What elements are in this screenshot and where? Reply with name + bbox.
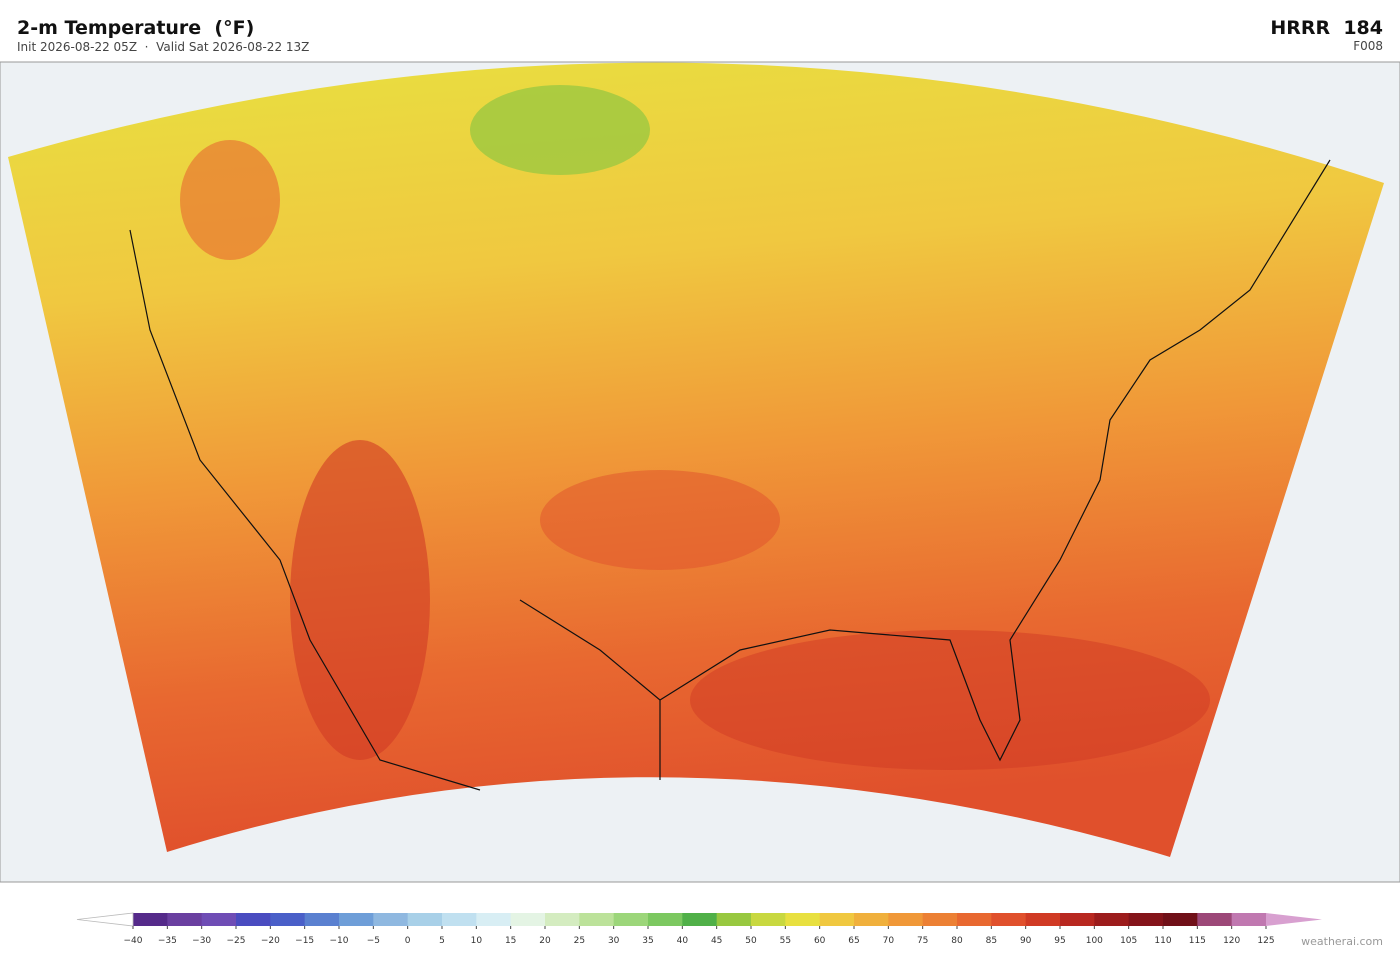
colorbar-tick-label: −10 (330, 936, 349, 946)
colorbar-segment (510, 913, 546, 926)
colorbar-segment (373, 913, 409, 926)
colorbar-segment (922, 913, 958, 926)
colorbar-extension-low (76, 912, 134, 927)
colorbar-tick-label: −5 (367, 936, 380, 946)
colorbar-tick-label: 20 (539, 936, 551, 946)
colorbar-segment (682, 913, 718, 926)
colorbar-tick-label: 75 (917, 936, 928, 946)
colorbar-segment (339, 913, 374, 926)
colorbar-tick-label: 70 (883, 936, 895, 946)
colorbar-tick-label: 5 (439, 936, 445, 946)
hot-region (540, 470, 780, 570)
forecast-hour: F008 (1353, 39, 1383, 53)
colorbar-tick-label: 10 (471, 936, 483, 946)
colorbar-segment (716, 913, 752, 926)
colorbar-tick-label: 40 (677, 936, 689, 946)
colorbar-tick-label: 50 (745, 936, 757, 946)
colorbar-tick-label: 85 (986, 936, 997, 946)
colorbar-segment (1025, 913, 1061, 926)
colorbar-tick-label: 45 (711, 936, 722, 946)
colorbar-tick-label: 25 (574, 936, 585, 946)
colorbar-tick-label: 95 (1054, 936, 1065, 946)
colorbar-tick-label: 35 (642, 936, 653, 946)
colorbar-segment (236, 913, 271, 926)
colorbar-segment (751, 913, 786, 926)
colorbar-segment (1060, 913, 1095, 926)
gulf-region (690, 630, 1210, 770)
colorbar-tick-label: 15 (505, 936, 516, 946)
colorbar-segment (785, 913, 821, 926)
colorbar-tick-label: 120 (1223, 936, 1240, 946)
colorbar-tick-label: −15 (295, 936, 314, 946)
colorbar-segment (201, 913, 237, 926)
subtitle: Init 2026-08-22 05Z · Valid Sat 2026-08-… (17, 40, 309, 54)
colorbar-segment (304, 913, 340, 926)
colorbar-tick-label: 0 (405, 936, 411, 946)
colorbar-segment (991, 913, 1027, 926)
coastline (129, 159, 1331, 791)
colorbar-tick-label: 30 (608, 936, 620, 946)
colorbar-segment (1163, 913, 1198, 926)
colorbar-segment (167, 913, 203, 926)
colorbar-tick-label: 65 (848, 936, 859, 946)
colorbar-tick-label: −40 (124, 936, 143, 946)
colorbar-segment (270, 913, 306, 926)
colorbar-segment (1128, 913, 1164, 926)
colorbar-extension-high (1266, 913, 1322, 926)
colorbar-tick-label: −25 (227, 936, 246, 946)
colorbar-segment (888, 913, 924, 926)
colorbar-segment (133, 913, 168, 926)
colorbar-tick-label: 80 (951, 936, 963, 946)
colorbar-tick-label: 100 (1086, 936, 1103, 946)
colorbar-segment (442, 913, 477, 926)
map (0, 61, 1400, 883)
colorbar-tick-label: 55 (780, 936, 791, 946)
cool-region (470, 85, 650, 175)
watermark: weatherai.com (1301, 935, 1383, 948)
colorbar-segment (819, 913, 855, 926)
colorbar-tick-label: −35 (158, 936, 177, 946)
title: 2-m Temperature (°F) (17, 17, 254, 39)
colorbar-segment (1197, 913, 1233, 926)
colorbar-tick-label: 60 (814, 936, 826, 946)
colorbar-segment (545, 913, 580, 926)
colorbar: −40 −35 −30 −25 −20 −15 −10 −5 0 5 10 15 20 25 30 35 40 4… (76, 912, 1322, 946)
colorbar-tick-label: 90 (1020, 936, 1032, 946)
colorbar-tick-label: −20 (261, 936, 280, 946)
warm-region (180, 140, 280, 260)
colorbar-tick-label: 125 (1257, 936, 1274, 946)
colorbar-segment (579, 913, 615, 926)
colorbar-segment (648, 913, 683, 926)
colorbar-tick-label: 115 (1189, 936, 1206, 946)
colorbar-segment (1094, 913, 1130, 926)
hot-region (290, 440, 430, 760)
colorbar-segment (476, 913, 512, 926)
colorbar-segment (957, 913, 992, 926)
colorbar-segment (1231, 913, 1267, 926)
colorbar-tick-label: −30 (192, 936, 211, 946)
colorbar-tick-label: 110 (1154, 936, 1171, 946)
colorbar-segment (613, 913, 649, 926)
colorbar-segment (407, 913, 443, 926)
colorbar-tick-label: 105 (1120, 936, 1137, 946)
model: HRRR 184 (1270, 17, 1383, 39)
colorbar-segment (854, 913, 889, 926)
